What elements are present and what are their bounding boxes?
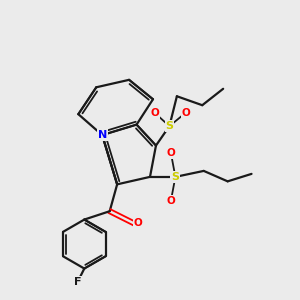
Text: S: S [171,172,179,182]
Text: S: S [165,121,173,131]
Text: F: F [74,277,82,287]
Text: O: O [167,196,175,206]
Text: O: O [167,148,175,158]
Text: N: N [98,130,107,140]
Text: O: O [150,108,159,118]
Text: O: O [134,218,142,228]
Text: O: O [182,108,190,118]
